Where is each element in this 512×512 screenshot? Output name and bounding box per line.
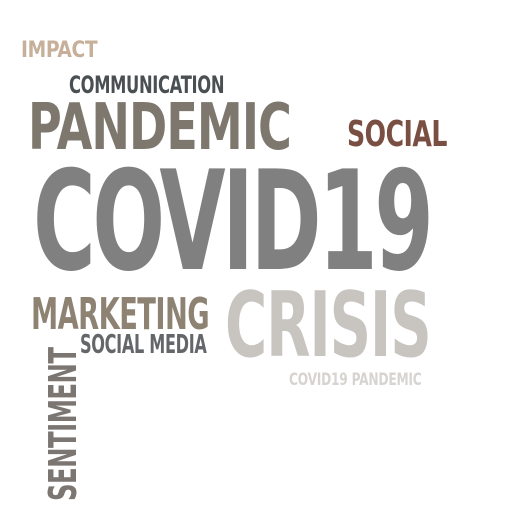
word-sentiment: SENTIMENT [41,347,85,501]
word-crisis: CRISIS [225,273,432,378]
word-impact: IMPACT [21,38,98,63]
word-pandemic: PANDEMIC [28,91,292,165]
word-covid19: COVID19 [33,141,434,302]
word-covid19-pandemic: COVID19 PANDEMIC [289,370,422,390]
word-social-media: SOCIAL MEDIA [80,330,207,360]
word-marketing: MARKETING [31,289,210,340]
word-communication: COMMUNICATION [69,71,225,99]
word-social: SOCIAL [347,114,447,155]
